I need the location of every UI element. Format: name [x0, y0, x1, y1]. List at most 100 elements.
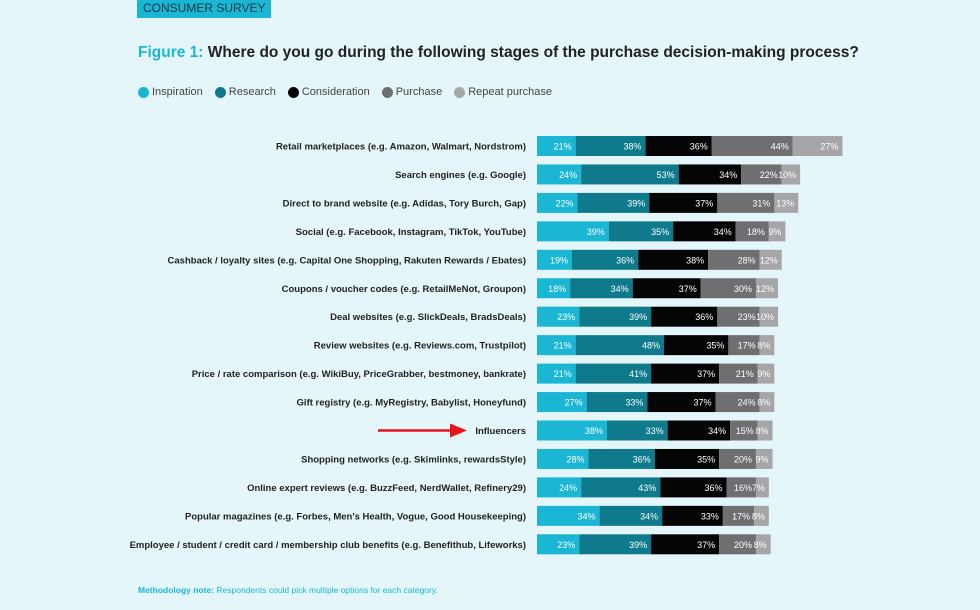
- bar-segment: [570, 278, 633, 299]
- data-label: 33%: [625, 398, 643, 408]
- data-label: 19%: [550, 255, 568, 265]
- chart-title: Figure 1: Where do you go during the fol…: [138, 44, 859, 62]
- arrow-head-icon: [450, 423, 467, 438]
- bar-segment: [645, 136, 712, 156]
- title-text: Where do you go during the following sta…: [207, 44, 859, 61]
- data-label: 38%: [686, 255, 704, 265]
- data-label: 28%: [738, 255, 756, 265]
- category-label: Online expert reviews (e.g. BuzzFeed, Ne…: [247, 483, 526, 494]
- data-label: 21%: [554, 142, 572, 152]
- data-label: 21%: [554, 369, 572, 379]
- bar-segment: [774, 192, 799, 213]
- data-label: 43%: [638, 483, 656, 493]
- category-label: Price / rate comparison (e.g. WikiBuy, P…: [192, 369, 526, 380]
- legend-swatch: [454, 86, 466, 98]
- data-label: 37%: [697, 369, 715, 379]
- bar-segment: [755, 278, 779, 299]
- bar-segment: [781, 164, 801, 185]
- bar-segment: [537, 221, 609, 242]
- data-label: 35%: [651, 227, 669, 237]
- data-label: 28%: [567, 454, 585, 464]
- bar-segment: [599, 505, 663, 526]
- legend-swatch: [287, 86, 299, 98]
- bar-segment: [757, 363, 775, 384]
- data-label: 37%: [679, 284, 697, 294]
- category-label: Employee / student / credit card / membe…: [130, 540, 526, 551]
- bar-segment: [719, 534, 756, 555]
- category-label: Review websites (e.g. Reviews.com, Trust…: [314, 341, 526, 352]
- legend-item: Inspiration: [138, 86, 203, 98]
- data-label: 12%: [756, 284, 774, 294]
- data-label: 24%: [559, 483, 577, 493]
- section-tag: CONSUMER SURVEY: [137, 0, 272, 18]
- bar-segment: [649, 192, 718, 213]
- data-label: 23%: [738, 312, 756, 322]
- category-label: Influencers: [475, 426, 526, 437]
- bar-segment: [660, 477, 727, 498]
- bar-segment: [571, 249, 639, 270]
- bar-segment: [588, 448, 655, 469]
- bar-segment: [537, 477, 582, 498]
- bar-segment: [759, 249, 782, 270]
- bar-segment: [577, 192, 650, 213]
- legend-item: Purchase: [381, 86, 443, 98]
- legend-label: Purchase: [395, 86, 443, 98]
- data-label: 48%: [642, 341, 660, 351]
- data-label: 37%: [695, 198, 713, 208]
- bar-segment: [537, 335, 576, 356]
- data-label: 15%: [736, 426, 754, 436]
- figure-label: Figure 1:: [138, 44, 204, 61]
- bar-segment: [700, 278, 756, 299]
- data-label: 34%: [708, 426, 726, 436]
- bar-segment: [581, 164, 679, 185]
- bar-segment: [735, 221, 769, 242]
- data-label: 21%: [554, 341, 572, 351]
- data-label: 8%: [752, 511, 765, 521]
- bar-segment: [759, 335, 775, 356]
- category-label: Deal websites (e.g. SlickDeals, BradsDea…: [330, 312, 526, 323]
- bar-segment: [757, 420, 773, 441]
- data-label: 34%: [611, 284, 629, 294]
- data-label: 21%: [736, 369, 754, 379]
- data-label: 37%: [693, 398, 711, 408]
- bar-segment: [768, 221, 786, 242]
- data-label: 39%: [627, 198, 645, 208]
- bar-segment: [537, 420, 607, 441]
- category-label: Gift registry (e.g. MyRegistry, Babylist…: [297, 398, 526, 409]
- data-label: 36%: [705, 483, 723, 493]
- data-label: 39%: [587, 227, 605, 237]
- bar-segment: [719, 448, 756, 469]
- legend-label: Repeat purchase: [468, 86, 552, 98]
- bar-segment: [717, 306, 760, 327]
- data-label: 13%: [776, 198, 794, 208]
- bar-segment: [651, 363, 720, 384]
- data-label: 30%: [734, 284, 752, 294]
- data-label: 9%: [768, 227, 781, 237]
- data-label: 10%: [778, 170, 796, 180]
- bar-segment: [606, 420, 668, 441]
- data-label: 33%: [646, 426, 664, 436]
- data-label: 22%: [760, 170, 778, 180]
- data-label: 38%: [585, 426, 603, 436]
- data-label: 38%: [624, 142, 642, 152]
- bar-segment: [755, 477, 769, 498]
- bar-segment: [608, 221, 674, 242]
- bar-segment: [754, 505, 769, 526]
- bar-segment: [708, 249, 760, 270]
- data-label: 7%: [752, 483, 765, 493]
- legend-label: Inspiration: [152, 86, 203, 98]
- bar-segment: [537, 363, 576, 384]
- bar-segment: [537, 192, 578, 213]
- bar-segment: [575, 363, 652, 384]
- bar-segment: [726, 477, 756, 498]
- data-label: 27%: [820, 142, 838, 152]
- bar-segment: [722, 505, 755, 526]
- data-label: 36%: [695, 312, 713, 322]
- data-label: 34%: [714, 227, 732, 237]
- data-label: 27%: [565, 398, 583, 408]
- data-label: 17%: [732, 511, 750, 521]
- bar-segment: [579, 534, 652, 555]
- data-label: 18%: [548, 284, 566, 294]
- bar-segment: [741, 164, 782, 185]
